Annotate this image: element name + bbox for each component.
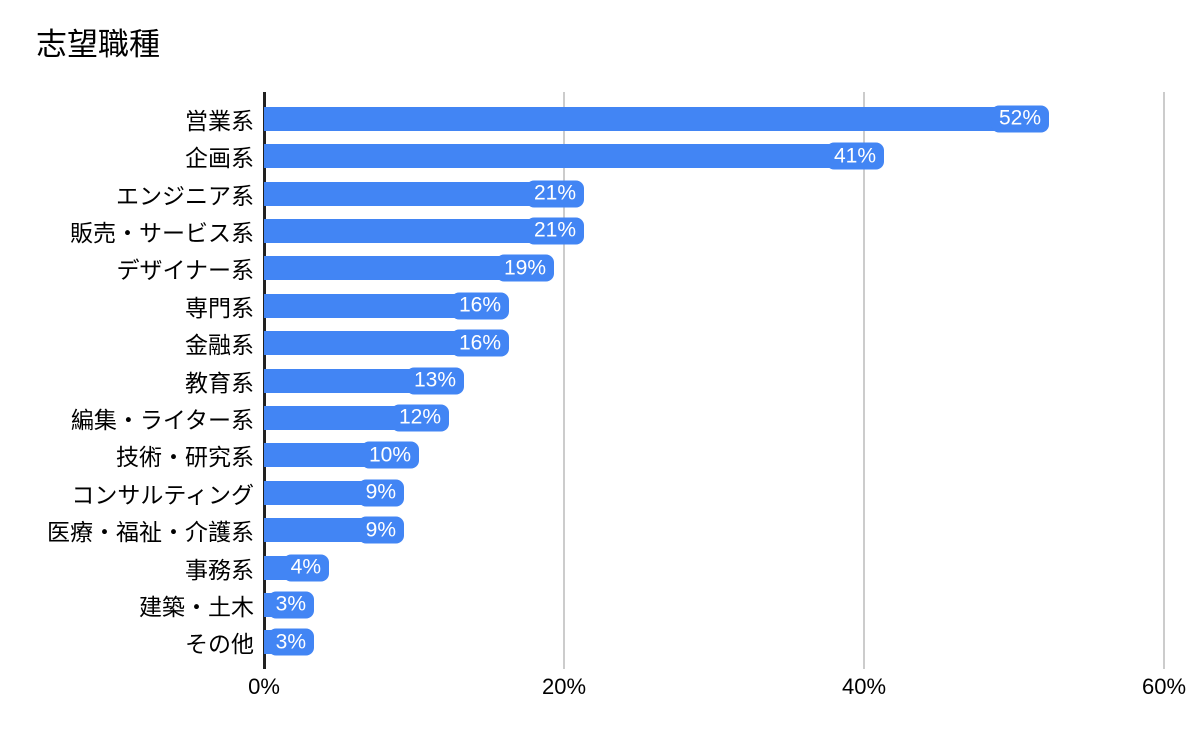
category-row: 専門系 (0, 287, 254, 324)
chart-title: 志望職種 (36, 27, 160, 62)
bar-row: 9% (264, 511, 1164, 548)
category-row: 金融系 (0, 324, 254, 361)
category-label: 事務系 (185, 556, 254, 583)
bar-教育系[interactable]: 13% (264, 367, 464, 395)
x-tick-label: 20% (541, 674, 587, 699)
category-row: その他 (0, 624, 254, 661)
bar-row: 21% (264, 212, 1164, 249)
bar-row: 19% (264, 250, 1164, 287)
bar-row: 3% (264, 624, 1164, 661)
bar-rows: 52% 41% 21% 21% 19% 16% 16% 13% 12% 10% 9% 9% 4% 3% 3% (264, 100, 1164, 661)
value-label: 52% (990, 105, 1049, 133)
value-label: 21% (525, 217, 584, 245)
value-label: 12% (390, 404, 449, 432)
bar-row: 16% (264, 287, 1164, 324)
category-label: コンサルティング (71, 481, 254, 508)
category-row: デザイナー系 (0, 250, 254, 287)
category-row: 営業系 (0, 100, 254, 137)
value-label: 16% (450, 329, 509, 357)
value-label: 41% (825, 142, 884, 170)
category-row: 技術・研究系 (0, 437, 254, 474)
bar-row: 21% (264, 175, 1164, 212)
category-label: 販売・サービス系 (70, 219, 254, 246)
bar-row: 13% (264, 362, 1164, 399)
category-row: 企画系 (0, 137, 254, 174)
bar-技術・研究系[interactable]: 10% (264, 441, 419, 469)
category-axis-rows: 営業系企画系エンジニア系販売・サービス系デザイナー系専門系金融系教育系編集・ライ… (0, 100, 254, 661)
category-row: 販売・サービス系 (0, 212, 254, 249)
bar-金融系[interactable]: 16% (264, 329, 509, 357)
category-label: 営業系 (185, 107, 254, 134)
bar-医療・福祉・介護系[interactable]: 9% (264, 516, 404, 544)
bar-建築・土木[interactable]: 3% (264, 591, 314, 619)
value-label: 10% (360, 441, 419, 469)
bar-デザイナー系[interactable]: 19% (264, 254, 554, 282)
value-label: 4% (282, 554, 329, 582)
category-row: 医療・福祉・介護系 (0, 511, 254, 548)
bar-その他[interactable]: 3% (264, 628, 314, 656)
value-label: 21% (525, 180, 584, 208)
bar-row: 16% (264, 324, 1164, 361)
value-label: 9% (357, 516, 404, 544)
category-label: 企画系 (185, 145, 254, 172)
bar-販売・サービス系[interactable]: 21% (264, 217, 584, 245)
bar-row: 10% (264, 437, 1164, 474)
category-label: 技術・研究系 (116, 444, 254, 471)
gridline-20% (563, 92, 565, 669)
bar-row: 4% (264, 549, 1164, 586)
bar-row: 41% (264, 137, 1164, 174)
category-label: 金融系 (185, 332, 254, 359)
bar-専門系[interactable]: 16% (264, 292, 509, 320)
category-label: 専門系 (185, 294, 254, 321)
bar-編集・ライター系[interactable]: 12% (264, 404, 449, 432)
category-label: エンジニア系 (116, 182, 254, 209)
category-label: 医療・福祉・介護系 (47, 519, 254, 546)
value-label: 19% (495, 254, 554, 282)
bar-事務系[interactable]: 4% (264, 554, 329, 582)
plot-area: 52% 41% 21% 21% 19% 16% 16% 13% 12% 10% 9% 9% 4% 3% 3% (263, 92, 1165, 669)
category-row: コンサルティング (0, 474, 254, 511)
x-tick-label: 60% (1141, 674, 1187, 699)
category-row: 建築・土木 (0, 586, 254, 623)
bar-コンサルティング[interactable]: 9% (264, 479, 404, 507)
category-axis: 営業系企画系エンジニア系販売・サービス系デザイナー系専門系金融系教育系編集・ライ… (0, 92, 254, 669)
bar-営業系[interactable]: 52% (264, 105, 1049, 133)
category-row: エンジニア系 (0, 175, 254, 212)
x-tick-label: 40% (841, 674, 887, 699)
value-label: 3% (267, 591, 314, 619)
x-axis-labels: 0% 20% 40% 60% (248, 674, 1186, 704)
category-label: 編集・ライター系 (70, 406, 254, 433)
category-row: 編集・ライター系 (0, 399, 254, 436)
bar-エンジニア系[interactable]: 21% (264, 180, 584, 208)
bar-企画系[interactable]: 41% (264, 142, 884, 170)
bar-row: 12% (264, 399, 1164, 436)
category-label: その他 (185, 631, 254, 658)
gridline-60% (1163, 92, 1165, 669)
category-label: デザイナー系 (116, 257, 254, 284)
gridline-40% (863, 92, 865, 669)
category-row: 教育系 (0, 362, 254, 399)
bar-row: 3% (264, 586, 1164, 623)
value-label: 3% (267, 628, 314, 656)
category-label: 教育系 (185, 369, 254, 396)
value-label: 16% (450, 292, 509, 320)
category-row: 事務系 (0, 549, 254, 586)
value-label: 13% (405, 367, 464, 395)
x-tick-label: 0% (248, 674, 280, 699)
category-label: 建築・土木 (139, 593, 254, 620)
value-label: 9% (357, 479, 404, 507)
bar-row: 52% (264, 100, 1164, 137)
bar-row: 9% (264, 474, 1164, 511)
